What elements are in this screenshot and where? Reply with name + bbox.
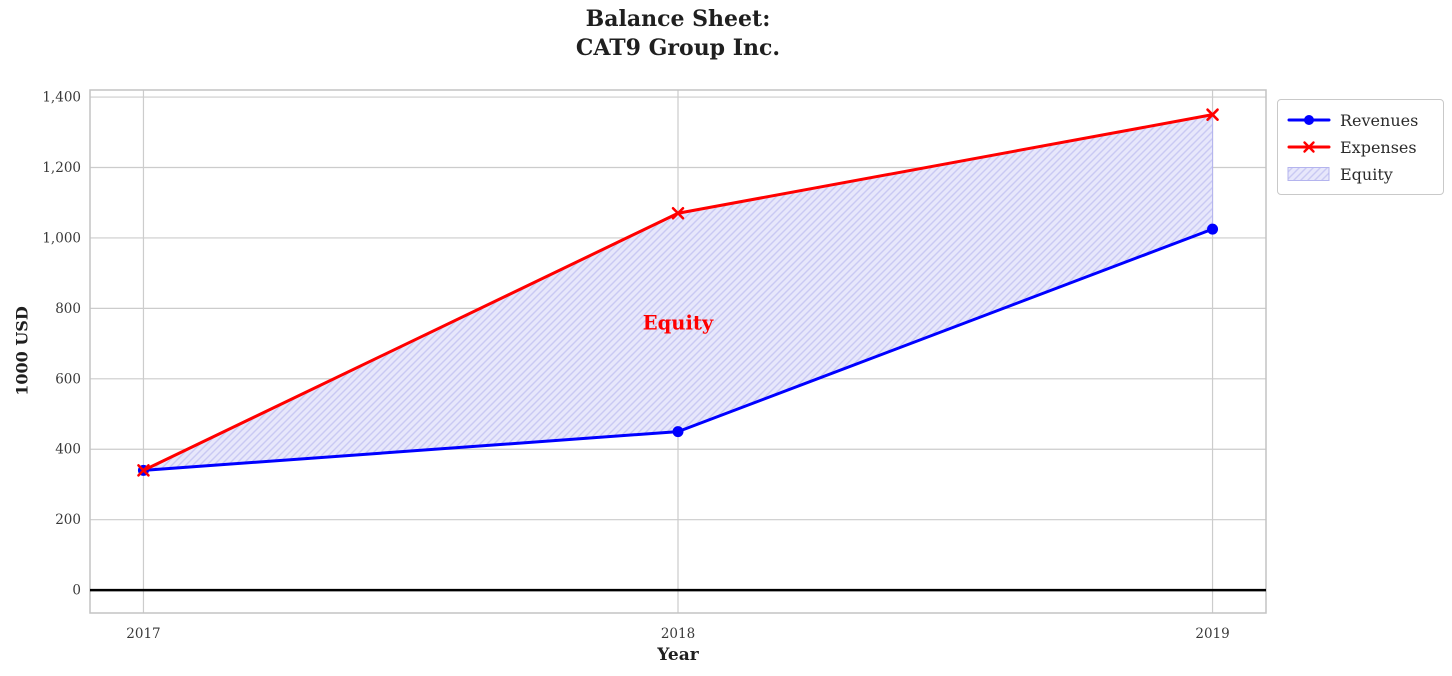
chart-title: Balance Sheet: CAT9 Group Inc. [90, 5, 1266, 63]
y-tick-label: 200 [55, 512, 81, 528]
y-tick-label: 1,000 [42, 230, 81, 246]
y-tick-label: 400 [55, 442, 81, 458]
y-tick-label: 600 [55, 371, 81, 387]
expenses-marker [137, 464, 150, 477]
revenues-line-swatch [1287, 115, 1331, 125]
x-tick-label: 2018 [661, 626, 695, 642]
chart-title-line-1: Balance Sheet: [585, 6, 771, 32]
legend-item-revenues: Revenues [1287, 107, 1433, 133]
legend-label-equity: Equity [1340, 164, 1393, 184]
equity-patch-swatch [1287, 167, 1330, 181]
revenues-marker [1207, 223, 1219, 235]
y-tick-label: 1,400 [42, 90, 81, 106]
legend: Revenues Expenses Equity [1277, 99, 1444, 195]
x-tick-label: 2017 [126, 626, 160, 642]
y-tick-label: 0 [72, 583, 81, 599]
x-axis-label: Year [657, 645, 699, 665]
plot-border [89, 89, 1267, 614]
chart-title-line-2: CAT9 Group Inc. [575, 35, 781, 61]
y-axis-label: 1000 USD [12, 306, 32, 396]
legend-item-expenses: Expenses [1287, 134, 1433, 160]
equity-annotation: Equity [643, 311, 714, 334]
x-tick-label: 2019 [1195, 626, 1229, 642]
legend-item-equity: Equity [1287, 161, 1433, 187]
revenues-marker [672, 426, 684, 438]
legend-label-expenses: Expenses [1340, 137, 1417, 157]
y-tick-label: 1,200 [42, 160, 81, 176]
expenses-marker [1206, 108, 1219, 121]
legend-label-revenues: Revenues [1340, 110, 1419, 130]
expenses-marker [671, 206, 685, 220]
y-tick-label: 800 [55, 301, 81, 317]
expenses-line-swatch [1287, 141, 1331, 153]
